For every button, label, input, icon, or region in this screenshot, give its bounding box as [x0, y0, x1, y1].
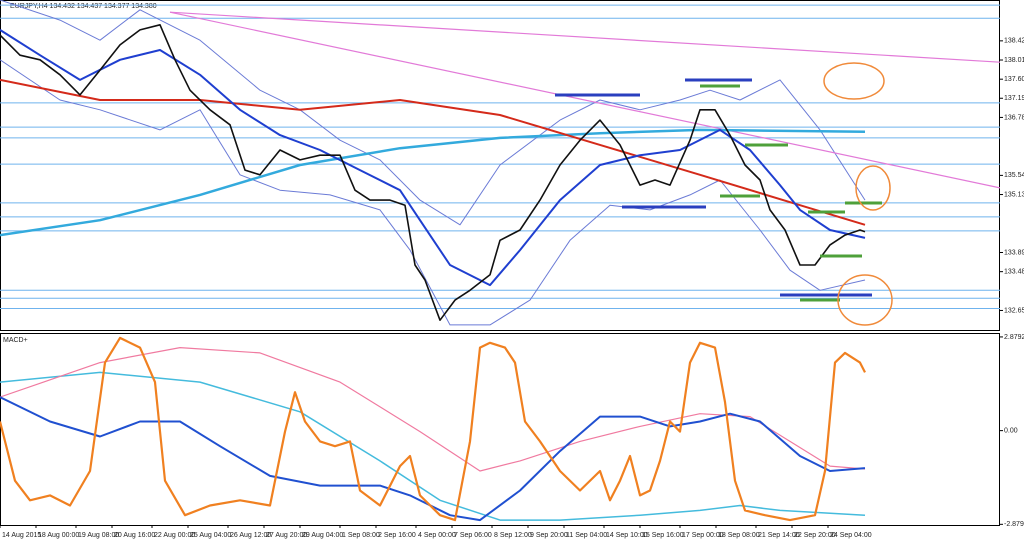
y-tick-label: 0.00 [1004, 427, 1018, 434]
highlight-circle [823, 62, 885, 100]
y-tick-label: 136.788 [1004, 114, 1024, 121]
x-tick-label: 18 Sep 08:00 [718, 532, 760, 539]
series-line [0, 78, 866, 226]
x-tick-label: 19 Aug 08:00 [78, 532, 119, 539]
plot-area [0, 336, 866, 522]
y-tick-label: 133.488 [1004, 269, 1024, 276]
series-line [0, 396, 866, 522]
x-tick-label: 22 Aug 00:00 [154, 532, 195, 539]
y-tick-label: 2.8792 [1004, 334, 1024, 341]
x-tick-label: 11 Sep 04:00 [566, 532, 607, 539]
series-line [169, 11, 1000, 63]
x-tick-label: 24 Sep 04:00 [830, 532, 872, 539]
x-tick-label: 27 Aug 20:00 [266, 532, 307, 539]
series-line [0, 24, 866, 321]
x-tick-label: 14 Aug 2015 [2, 532, 41, 539]
series-line [0, 128, 866, 237]
x-tick-label: 21 Sep 14:00 [758, 532, 800, 539]
x-tick-label: 9 Sep 20:00 [530, 532, 568, 539]
highlight-circle [837, 274, 893, 326]
y-tick-label: 133.898 [1004, 249, 1024, 256]
annotations [555, 62, 893, 326]
series-line [0, 347, 866, 472]
plot-area [0, 0, 1000, 326]
x-tick-label: 8 Sep 12:00 [494, 532, 532, 539]
y-tick-label: 138.426 [1004, 38, 1024, 45]
series-line [0, 371, 866, 521]
x-tick-label: 17 Sep 00:00 [682, 532, 724, 539]
series-line [0, 0, 866, 226]
x-tick-label: 29 Aug 04:00 [302, 532, 343, 539]
y-tick-label: 137.606 [1004, 76, 1024, 83]
x-tick-label: 4 Sep 00:00 [418, 532, 456, 539]
x-tick-label: 1 Sep 08:00 [342, 532, 380, 539]
series-line [0, 336, 866, 522]
series-line [0, 29, 866, 287]
x-tick-label: 7 Sep 06:00 [454, 532, 492, 539]
x-tick-label: 20 Aug 16:00 [114, 532, 155, 539]
macd-title: MACD+ [3, 337, 28, 344]
x-tick-label: 2 Sep 16:00 [378, 532, 416, 539]
macd-panel-frame [0, 333, 1000, 526]
main-panel-frame [0, 0, 1000, 331]
x-tick-label: 18 Aug 00:00 [38, 532, 79, 539]
series-line [0, 59, 866, 326]
highlight-circle [855, 165, 891, 211]
y-tick-label: 132.658 [1004, 307, 1024, 314]
x-tick-label: 26 Aug 12:00 [230, 532, 271, 539]
series-line [169, 11, 1000, 189]
y-tick-label: 135.138 [1004, 191, 1024, 198]
x-tick-label: 25 Aug 04:00 [190, 532, 231, 539]
chart-title: EURJPY,H4 134.432 134.437 134.377 134.38… [10, 3, 157, 10]
y-tick-label: 135.548 [1004, 172, 1024, 179]
x-tick-label: 14 Sep 10:00 [606, 532, 648, 539]
x-tick-label: 22 Sep 20:00 [794, 532, 836, 539]
y-tick-label: 137.198 [1004, 95, 1024, 102]
y-tick-label: 138.016 [1004, 57, 1024, 64]
y-tick-label: -2.8792 [1004, 521, 1024, 528]
x-tick-label: 15 Sep 16:00 [642, 532, 684, 539]
